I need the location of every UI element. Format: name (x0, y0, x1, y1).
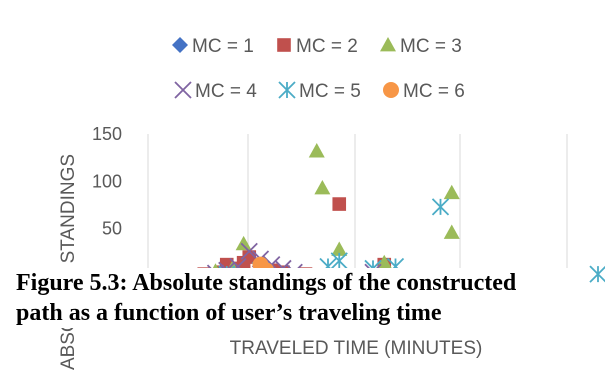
y-tick-label: 50 (102, 219, 122, 239)
legend-item: MC = 6 (383, 81, 465, 102)
legend-item: MC = 4 (174, 81, 257, 102)
y-tick-label: 150 (92, 124, 122, 144)
legend-label: MC = 3 (400, 36, 462, 57)
legend-label: MC = 2 (296, 36, 358, 57)
y-tick-labels: 050100150 (92, 124, 122, 286)
data-point (314, 179, 331, 195)
legend-marker (172, 37, 188, 53)
legend-marker (278, 81, 296, 99)
data-point (240, 242, 258, 261)
caption-line-2: path as a function of user’s traveling t… (16, 300, 442, 326)
data-point (235, 235, 252, 251)
data-point (443, 184, 460, 200)
data-point (331, 241, 348, 256)
x-axis-title: TRAVELED TIME (MINUTES) (230, 338, 483, 359)
gridlines (147, 134, 568, 276)
legend-label: MC = 4 (195, 81, 257, 102)
data-points (151, 143, 605, 284)
legend-marker (277, 38, 291, 52)
data-point (589, 265, 605, 283)
data-point (308, 143, 325, 158)
data-point (443, 224, 460, 239)
legend: MC = 1 MC = 2 MC = 3 MC = 4 MC = 5 MC = 6 (172, 36, 465, 102)
legend-label: MC = 1 (192, 36, 254, 57)
figure-caption: Figure 5.3: Absolute standings of the co… (14, 268, 578, 328)
data-point (332, 197, 347, 211)
y-tick-label: 100 (92, 171, 122, 191)
legend-label: MC = 5 (299, 81, 361, 102)
legend-marker (383, 82, 399, 98)
legend-item: MC = 2 (277, 36, 358, 57)
legend-item: MC = 5 (278, 81, 361, 102)
legend-marker (380, 37, 396, 52)
legend-marker (174, 81, 192, 99)
legend-item: MC = 1 (172, 36, 254, 57)
y-axis-title: ABSOLUTE STANDINGS (58, 154, 79, 370)
legend-item: MC = 3 (380, 36, 462, 57)
legend-label: MC = 6 (403, 81, 465, 102)
caption-line-1: Figure 5.3: Absolute standings of the co… (16, 270, 517, 296)
data-point (330, 252, 348, 270)
data-point (431, 198, 450, 216)
